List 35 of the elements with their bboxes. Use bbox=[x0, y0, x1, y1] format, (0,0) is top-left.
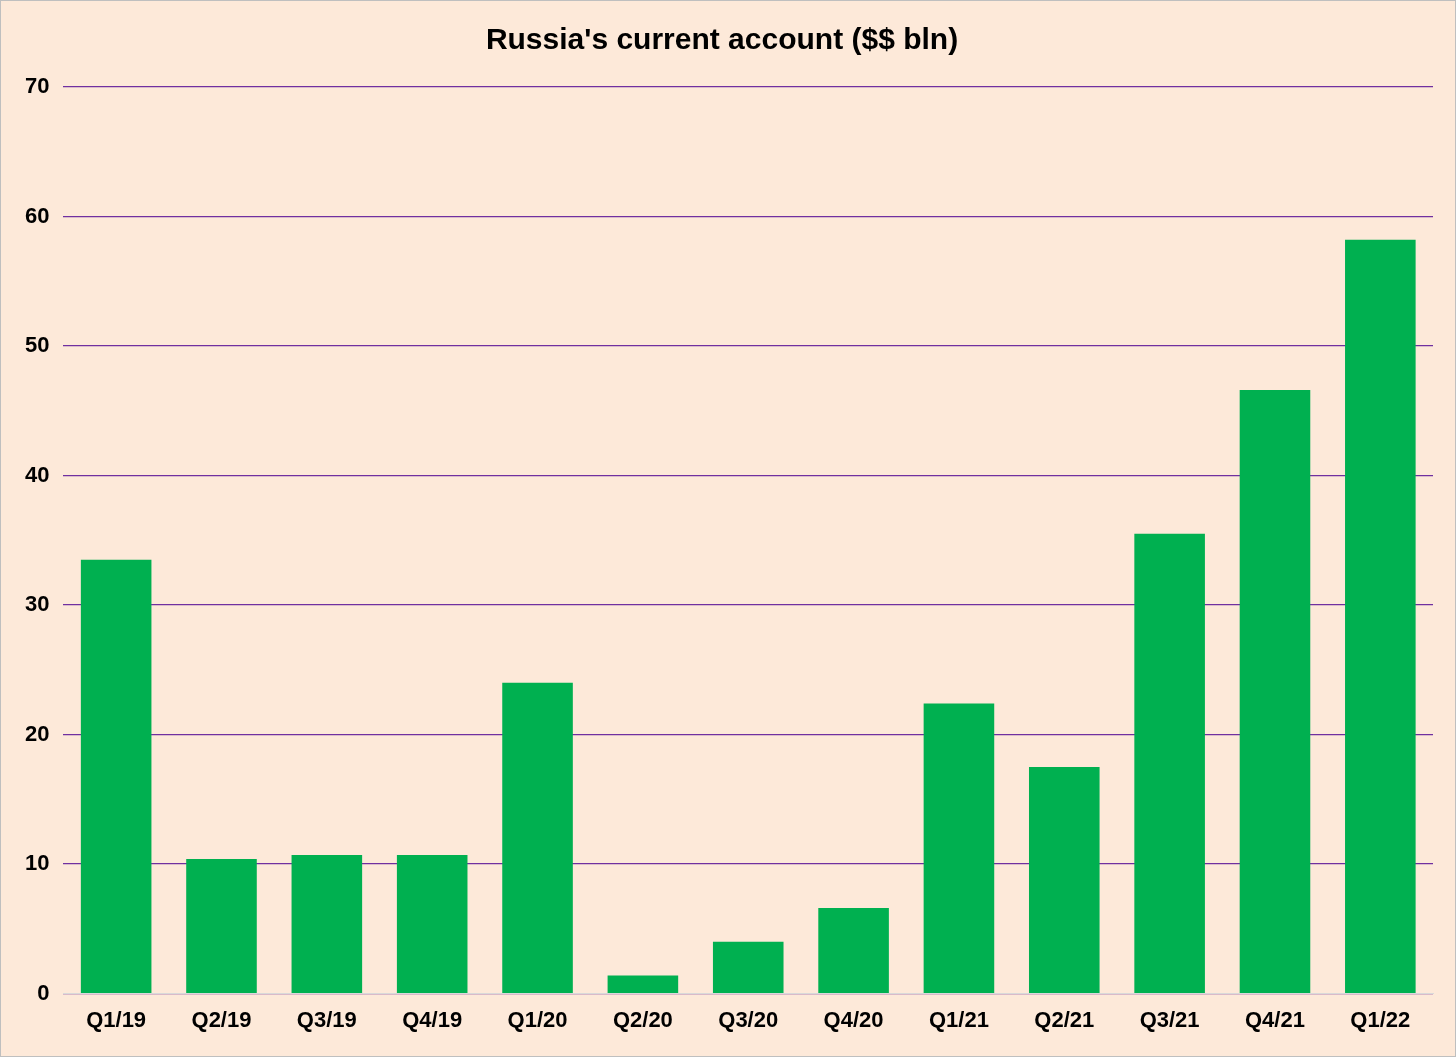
y-tick-label: 40 bbox=[24, 461, 50, 487]
x-tick-label: Q3/19 bbox=[296, 1006, 357, 1032]
y-tick-label: 0 bbox=[37, 979, 50, 1005]
bar bbox=[1028, 766, 1100, 993]
bar bbox=[291, 855, 363, 993]
bar bbox=[502, 682, 573, 993]
y-tick-label: 20 bbox=[24, 720, 50, 746]
x-tick-label: Q3/21 bbox=[1139, 1006, 1200, 1032]
x-tick-label: Q3/20 bbox=[718, 1006, 779, 1032]
bar bbox=[1134, 533, 1205, 993]
bar bbox=[1345, 239, 1416, 993]
x-tick-label: Q4/21 bbox=[1245, 1006, 1305, 1032]
x-tick-label: Q2/19 bbox=[191, 1006, 252, 1032]
x-tick-label: Q4/20 bbox=[823, 1006, 884, 1032]
x-tick-label: Q2/21 bbox=[1034, 1006, 1095, 1032]
bar bbox=[923, 703, 995, 993]
bar bbox=[80, 559, 152, 993]
bar bbox=[1239, 390, 1311, 993]
chart-title: Russia's current account ($$ bln) bbox=[485, 22, 959, 56]
y-tick-label: 10 bbox=[24, 850, 50, 876]
y-tick-label: 70 bbox=[24, 73, 50, 99]
bar bbox=[396, 855, 468, 993]
y-tick-label: 30 bbox=[24, 591, 50, 617]
x-tick-label: Q1/20 bbox=[507, 1006, 568, 1032]
bar bbox=[186, 858, 257, 993]
x-tick-label: Q1/21 bbox=[928, 1006, 989, 1032]
bar bbox=[607, 975, 679, 993]
x-tick-label: Q2/20 bbox=[612, 1006, 673, 1032]
y-tick-label: 60 bbox=[24, 202, 50, 228]
bar bbox=[712, 941, 784, 993]
x-tick-label: Q4/19 bbox=[402, 1006, 463, 1032]
bar bbox=[818, 908, 889, 993]
x-tick-label: Q1/22 bbox=[1350, 1006, 1411, 1032]
x-tick-label: Q1/19 bbox=[86, 1006, 147, 1032]
y-tick-label: 50 bbox=[24, 332, 50, 358]
